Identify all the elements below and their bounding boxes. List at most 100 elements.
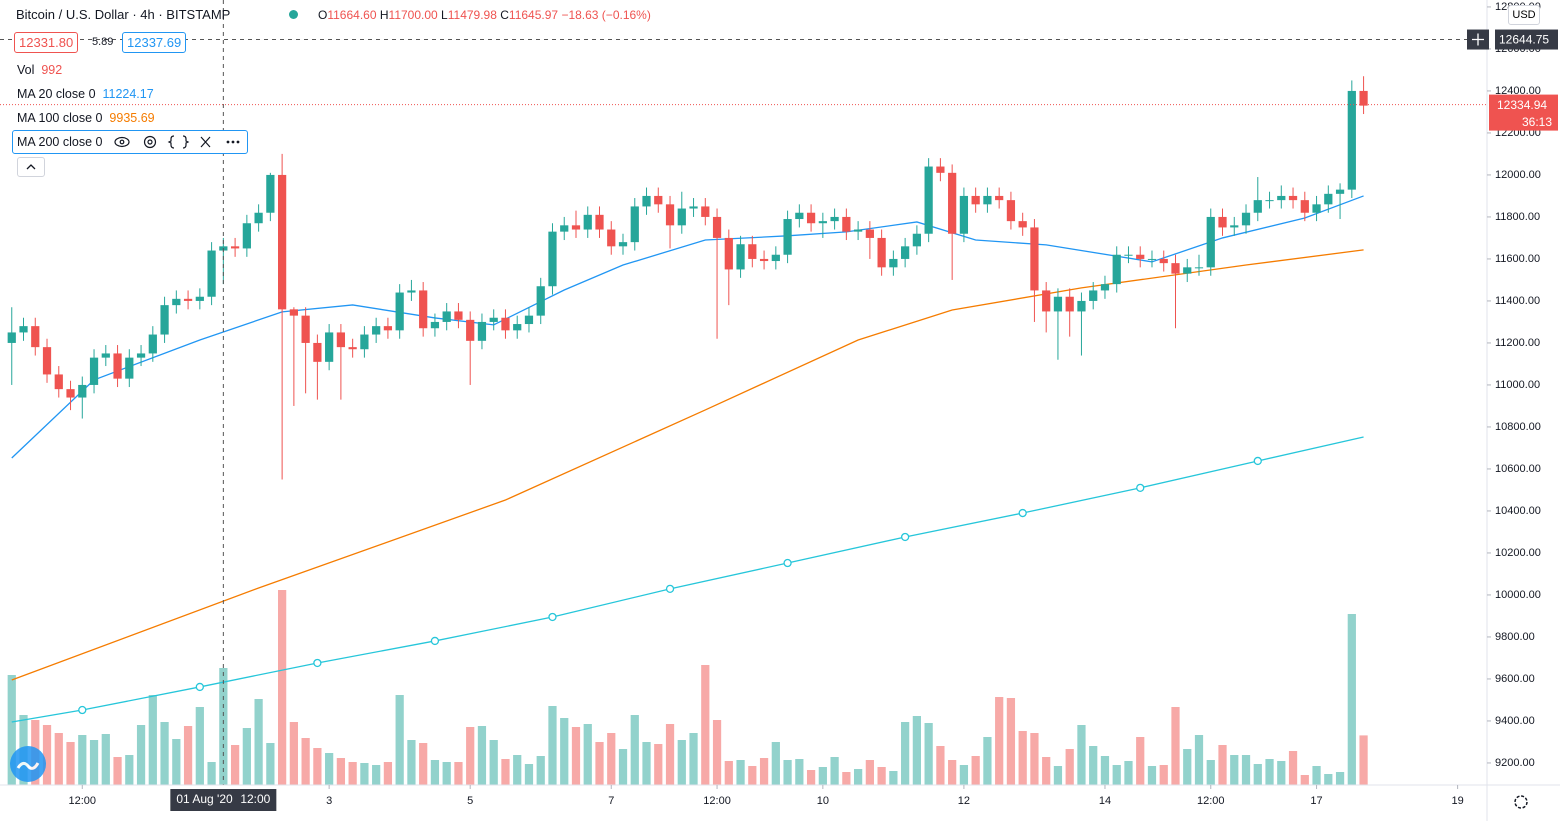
ma-line [11, 436, 1364, 723]
candle-body [430, 321, 440, 329]
volume-bar [419, 743, 428, 785]
volume-bar [1183, 749, 1192, 785]
candle-body [689, 206, 698, 209]
volume-bar [618, 749, 628, 785]
volume-bar [66, 742, 75, 785]
candle-body [842, 216, 851, 232]
volume-bar [7, 675, 16, 785]
volume-bar [219, 668, 228, 785]
last-price-box [1489, 94, 1558, 131]
y-tick-label: 12000.00 [1495, 169, 1541, 181]
volume-bar [407, 740, 416, 785]
candle-body [560, 225, 569, 232]
settings-icon[interactable] [143, 135, 157, 149]
volume-bar [912, 716, 921, 785]
volume-bar [677, 740, 686, 785]
vol-legend: Vol 992 [17, 63, 62, 77]
volume-bar [230, 745, 240, 785]
volume-bar [266, 743, 275, 785]
volume-bar [1159, 765, 1168, 785]
volume-bar [842, 772, 851, 785]
x-tick-label: 19 [1451, 795, 1463, 807]
volume-bar [1077, 725, 1086, 785]
volume-bar [1312, 766, 1321, 785]
buy-button[interactable]: 12337.69 [122, 32, 187, 53]
close-icon[interactable] [200, 136, 211, 148]
more-icon[interactable] [226, 140, 240, 144]
candle-body [771, 254, 780, 262]
volume-bar [1241, 755, 1251, 785]
y-tick-label: 11000.00 [1495, 379, 1540, 391]
volume-bar [830, 757, 839, 785]
candle-body [372, 326, 381, 335]
x-tick-label: 10 [817, 795, 829, 807]
volume-bar [360, 763, 369, 785]
candle-body [125, 357, 134, 379]
interval: 4h [140, 7, 155, 22]
candle-body [959, 195, 969, 234]
volume-bar [242, 728, 251, 785]
candle-body [148, 334, 157, 354]
volume-bar [254, 699, 263, 785]
candle-body [630, 206, 639, 243]
collapse-button[interactable] [17, 157, 45, 177]
volume-bar [1218, 745, 1227, 785]
ma-name: MA 200 close 0 [17, 135, 103, 149]
volume-bar [1288, 751, 1298, 785]
candle-body [1335, 189, 1345, 194]
candle-body [607, 229, 616, 247]
y-tick-label: 12400.00 [1495, 85, 1541, 97]
candle-body [360, 334, 369, 350]
candle-body [524, 315, 534, 325]
eye-icon[interactable] [114, 136, 130, 148]
candle-body [136, 353, 146, 358]
sell-button[interactable]: 12331.80 [14, 32, 79, 53]
volume-bar [901, 722, 910, 785]
volume-bar [466, 727, 475, 785]
candle-body [466, 319, 475, 341]
candle-body [1253, 200, 1262, 213]
ma-marker [430, 636, 440, 646]
candle-body [830, 216, 839, 222]
candle-body [1077, 300, 1086, 312]
candle-body [583, 214, 592, 230]
code-icon[interactable] [167, 135, 190, 149]
candle-body [536, 286, 545, 316]
currency-button[interactable]: USD [1508, 5, 1540, 25]
candle-body [207, 250, 216, 297]
volume-bar [948, 760, 957, 785]
volume-bar [571, 727, 581, 785]
candle-body [454, 311, 463, 320]
volume-bar [1053, 766, 1063, 785]
logo[interactable] [10, 746, 46, 782]
candle-body [1053, 296, 1063, 312]
crosshair-time-box [170, 789, 277, 811]
volume-bar [771, 742, 780, 785]
x-tick-label: 14 [1099, 795, 1111, 807]
volume-bar [853, 769, 863, 785]
volume-bar [818, 767, 827, 785]
volume-bar [642, 742, 651, 785]
l-value: 11479.98 [447, 8, 497, 22]
x-tick-label: 12:00 [69, 795, 97, 807]
settings-gear[interactable] [1514, 795, 1528, 809]
candle-body [289, 309, 298, 316]
y-tick-label: 10200.00 [1495, 547, 1541, 559]
volume-bar [372, 765, 381, 785]
candle-body [113, 353, 122, 379]
crosshair-price-label: 12644.75 [1499, 33, 1549, 47]
volume-bar [1359, 735, 1368, 785]
candle-body [1183, 267, 1192, 274]
volume-bar [1124, 761, 1133, 785]
volume-bar [336, 758, 346, 785]
volume-bar [442, 762, 451, 785]
volume-bar [583, 724, 592, 785]
volume-bar [89, 740, 99, 785]
volume-bar [160, 722, 169, 785]
ma200-legend[interactable]: MA 200 close 0 [12, 130, 248, 154]
x-tick-label: 17 [1310, 795, 1322, 807]
volume-bar [78, 735, 87, 785]
candle-body [642, 195, 651, 207]
volume-bar [736, 760, 745, 785]
volume-bar [1100, 756, 1110, 785]
